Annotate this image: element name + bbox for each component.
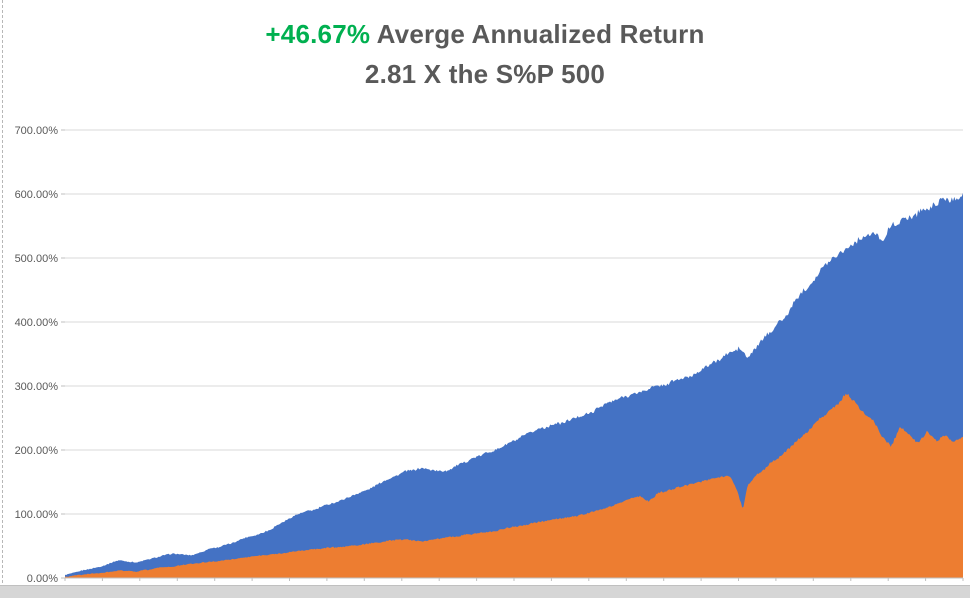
svg-text:500.00%: 500.00%: [15, 253, 59, 265]
svg-text:100.00%: 100.00%: [15, 509, 59, 521]
svg-text:700.00%: 700.00%: [15, 125, 59, 137]
page-break-dashed-line: [2, 0, 3, 598]
area-chart[interactable]: 0.00% 100.00% 200.00% 300.00% 400.00% 500.00%…: [0, 110, 970, 588]
svg-text:600.00%: 600.00%: [15, 189, 59, 201]
bottom-gray-strip: [0, 585, 970, 598]
title-line1-text: Averge Annualized Return: [370, 19, 705, 49]
chart-title: +46.67% Averge Annualized Return 2.81 X …: [0, 14, 970, 94]
chart-title-line1: +46.67% Averge Annualized Return: [0, 14, 970, 54]
chart-title-line2: 2.81 X the S%P 500: [364, 59, 606, 89]
chart-canvas: 0.00% 100.00% 200.00% 300.00% 400.00% 500.00%…: [15, 125, 964, 585]
svg-text:0.00%: 0.00%: [27, 573, 58, 585]
title-return-percent: +46.67%: [265, 19, 371, 49]
svg-text:300.00%: 300.00%: [15, 381, 59, 393]
svg-text:200.00%: 200.00%: [15, 445, 59, 457]
svg-text:400.00%: 400.00%: [15, 317, 59, 329]
